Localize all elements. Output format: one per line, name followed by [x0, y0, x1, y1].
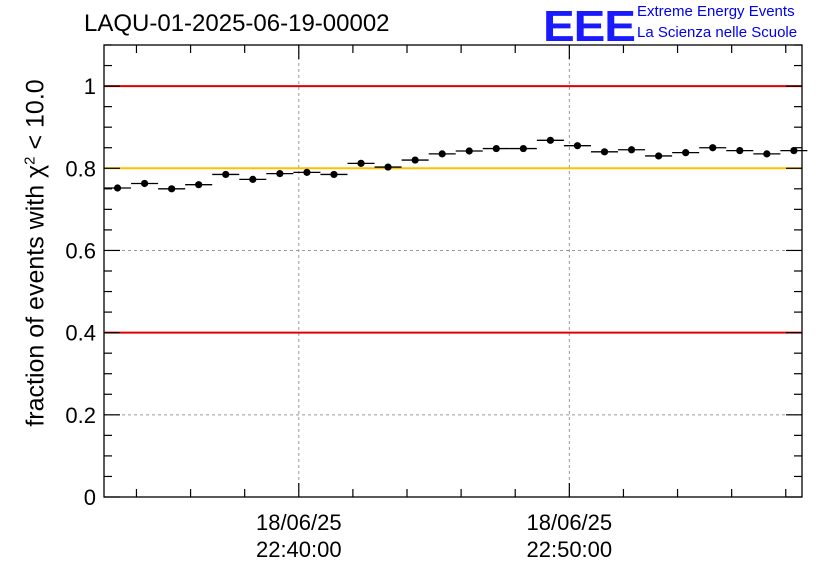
y-tick-label: 0	[84, 485, 96, 510]
data-point	[384, 163, 392, 171]
y-tick-label: 0.2	[65, 403, 96, 428]
plot-border	[103, 44, 803, 498]
x-tick-label-time: 22:50:00	[527, 537, 613, 562]
grid	[104, 45, 802, 498]
data-point	[140, 179, 149, 188]
data-point	[195, 181, 203, 189]
x-tick-label-date: 18/06/25	[256, 510, 342, 535]
logo-subtitle-line1: Extreme Energy Events	[637, 3, 795, 20]
eee-logo: EEE	[543, 2, 636, 51]
data-point	[519, 144, 527, 153]
data-point	[465, 147, 473, 155]
data-point	[438, 150, 446, 158]
data-point	[736, 147, 744, 155]
y-tick-label: 0.8	[65, 156, 96, 181]
data-point	[357, 159, 365, 167]
data-point	[113, 184, 122, 192]
tick-labels: 00.20.40.60.8118/06/2522:40:0018/06/2522…	[65, 74, 612, 562]
x-tick-label-date: 18/06/25	[527, 510, 613, 535]
data-point	[600, 148, 609, 156]
data-point	[249, 175, 257, 183]
x-tick-label-time: 22:40:00	[256, 537, 342, 562]
data-point	[411, 156, 419, 164]
data-point	[276, 170, 284, 178]
data-point	[303, 168, 311, 176]
data-point	[627, 146, 636, 154]
logo-subtitle-line2: La Scienza nelle Scuole	[637, 24, 798, 41]
data-point	[546, 136, 554, 144]
y-tick-label: 0.6	[65, 238, 96, 263]
data-point	[168, 185, 176, 193]
data-point	[682, 149, 690, 157]
reference-lines	[104, 85, 802, 334]
run-title: LAQU-01-2025-06-19-00002	[84, 10, 390, 37]
data-point	[573, 142, 582, 150]
data-point	[492, 144, 500, 153]
plot-frame	[103, 44, 803, 498]
y-tick-label: 0.4	[65, 321, 96, 346]
data-points	[104, 136, 808, 193]
y-tick-label: 1	[84, 74, 96, 99]
data-point	[655, 152, 663, 160]
data-point	[330, 170, 338, 179]
data-point	[790, 147, 798, 155]
data-point	[709, 144, 717, 152]
data-point	[222, 170, 230, 179]
data-point	[763, 150, 771, 158]
